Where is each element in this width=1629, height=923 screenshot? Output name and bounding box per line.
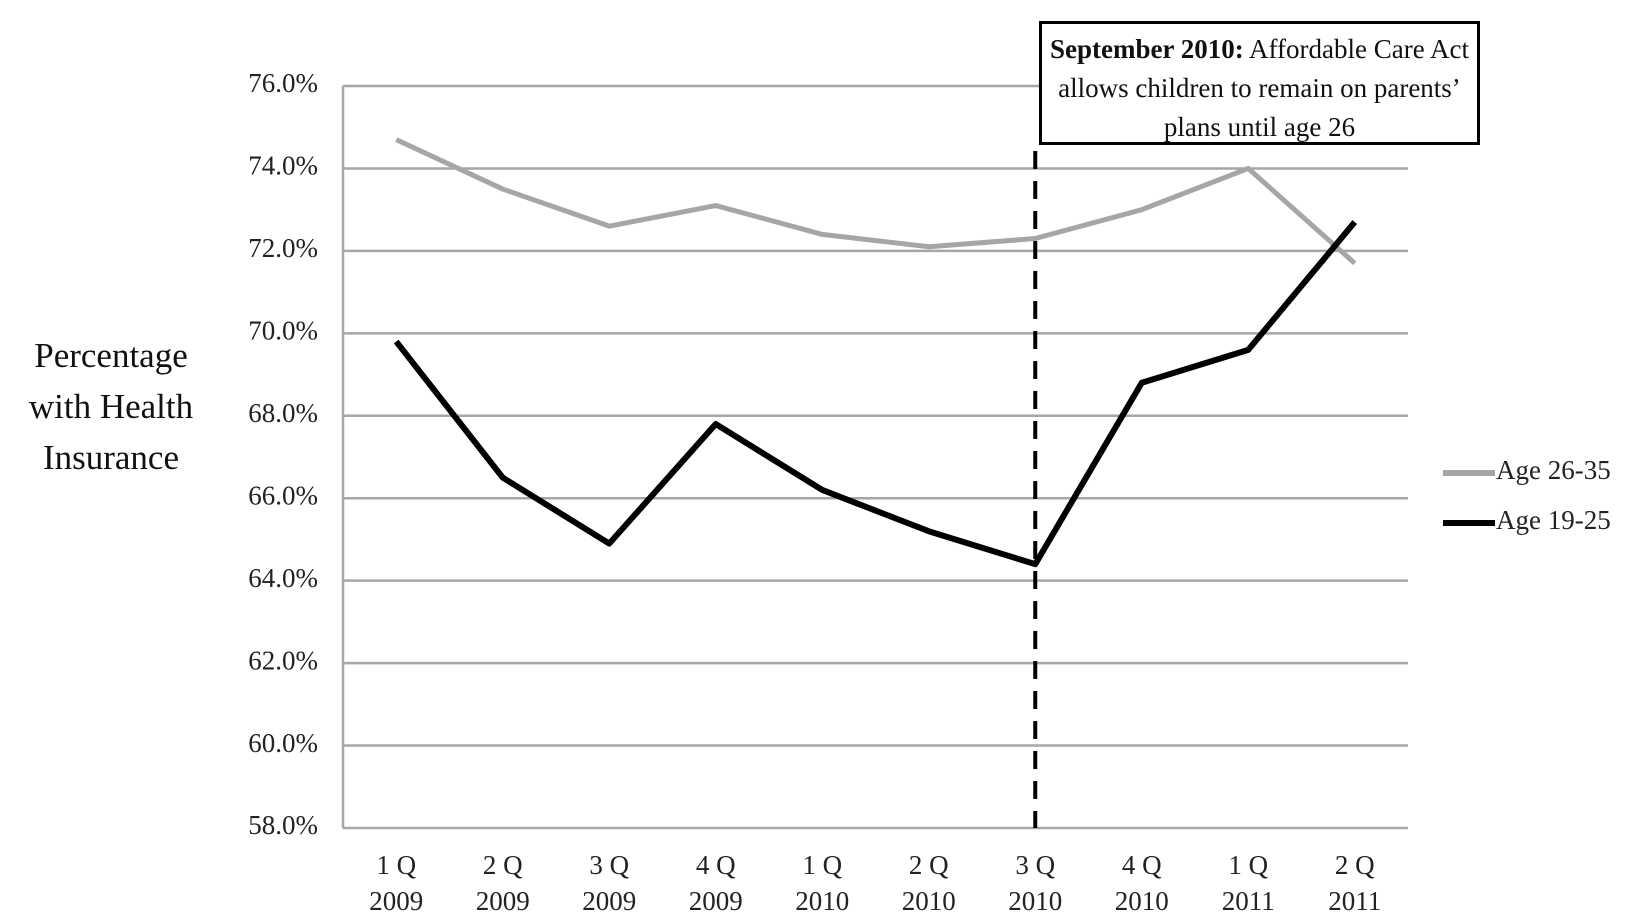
series-line bbox=[393, 220, 1358, 568]
y-tick-label: 58.0% bbox=[248, 810, 318, 840]
y-tick-label: 74.0% bbox=[248, 151, 318, 181]
y-tick-label: 68.0% bbox=[248, 398, 318, 428]
x-tick-label: 4 Q 2010 bbox=[1115, 850, 1169, 916]
x-tick-label: 1 Q 2010 bbox=[795, 850, 849, 916]
x-tick-label: 3 Q 2009 bbox=[582, 850, 636, 916]
series-line bbox=[395, 137, 1357, 266]
annotation-text: Affordable Care Act allows children to r… bbox=[1058, 34, 1469, 142]
legend-label: Age 26-35 bbox=[1496, 455, 1611, 485]
x-tick-label: 1 Q 2009 bbox=[369, 850, 423, 916]
y-tick-label: 70.0% bbox=[248, 316, 318, 346]
x-tick-label: 3 Q 2010 bbox=[1008, 850, 1062, 916]
annotation: September 2010: Affordable Care Act allo… bbox=[1039, 21, 1480, 145]
y-tick-label: 66.0% bbox=[248, 480, 318, 510]
annotation-bold: September 2010: bbox=[1050, 34, 1244, 64]
y-tick-label: 62.0% bbox=[248, 645, 318, 675]
y-tick-label: 64.0% bbox=[248, 563, 318, 593]
y-tick-label: 72.0% bbox=[248, 233, 318, 263]
x-tick-label: 4 Q 2009 bbox=[689, 850, 743, 916]
x-tick-label: 1 Q 2011 bbox=[1222, 850, 1275, 916]
x-tick-label: 2 Q 2011 bbox=[1328, 850, 1381, 916]
y-tick-label: 76.0% bbox=[248, 68, 318, 98]
x-tick-label: 2 Q 2010 bbox=[902, 850, 956, 916]
y-tick-label: 60.0% bbox=[248, 728, 318, 758]
y-axis-label: Percentage with Health Insurance bbox=[28, 336, 194, 477]
legend-label: Age 19-25 bbox=[1496, 505, 1611, 535]
x-tick-label: 2 Q 2009 bbox=[476, 850, 530, 916]
